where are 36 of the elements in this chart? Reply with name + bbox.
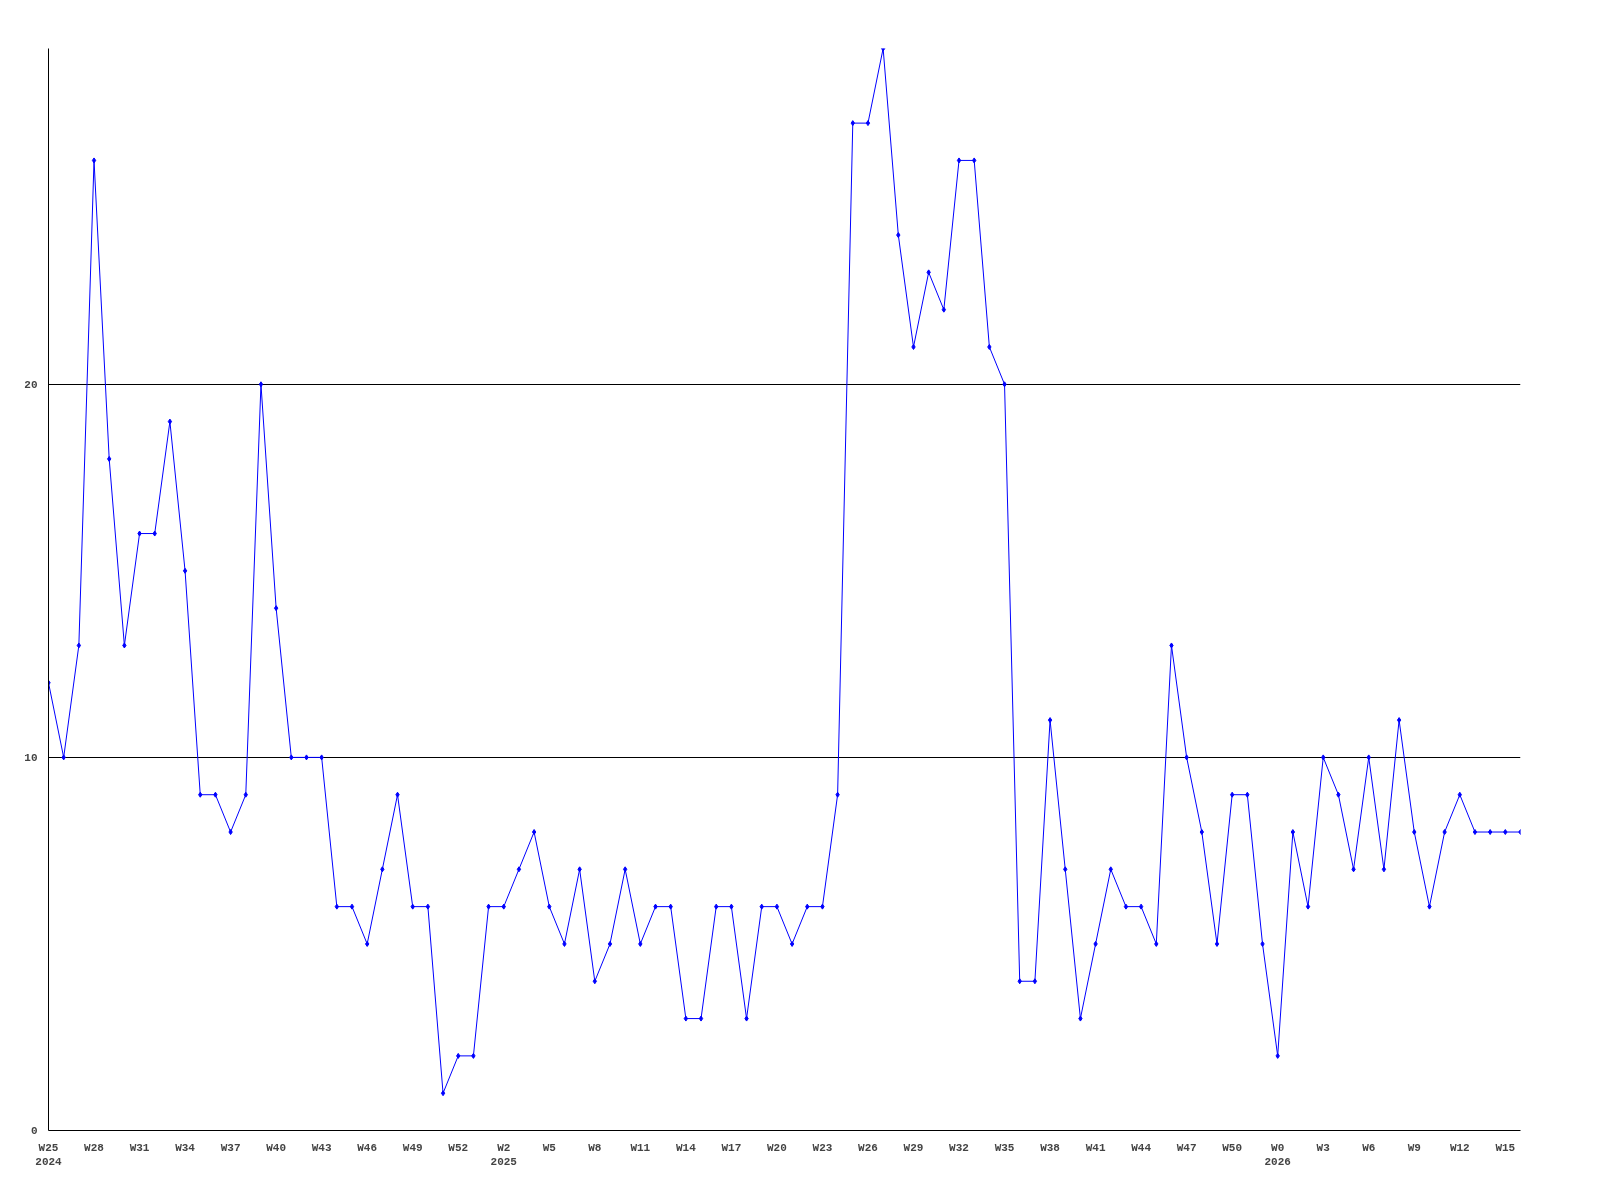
x-tick-label: W23 [812, 1141, 833, 1154]
y-tick-label: 10 [24, 751, 38, 764]
x-tick-label: W40 [266, 1141, 287, 1154]
x-tick-label: W26 [858, 1141, 878, 1154]
x-tick-label: W35 [994, 1141, 1015, 1154]
x-tick-label: W11 [630, 1141, 651, 1154]
x-tick-label: W0 2026 [1264, 1141, 1291, 1168]
x-tick-label: W38 [1040, 1141, 1061, 1154]
x-tick-label: W17 [721, 1141, 742, 1154]
x-tick-label: W9 [1407, 1141, 1421, 1154]
y-tick-label: 20 [24, 378, 38, 391]
x-tick-label: W31 [129, 1141, 150, 1154]
x-tick-label: W34 [175, 1141, 196, 1154]
x-tick-label: W14 [675, 1141, 697, 1154]
x-tick-label: W15 [1495, 1141, 1516, 1154]
x-tick-label: W43 [311, 1141, 332, 1154]
x-tick-label: W49 [402, 1141, 423, 1154]
x-tick-label: W2 2025 [490, 1141, 518, 1168]
x-tick-label: W12 [1449, 1141, 1470, 1154]
x-tick-label: W8 [588, 1141, 602, 1154]
x-tick-label: W52 [448, 1141, 469, 1154]
x-tick-label: W37 [220, 1141, 241, 1154]
x-tick-label: W28 [84, 1141, 105, 1154]
x-tick-label: W5 [542, 1141, 557, 1154]
x-tick-label: W32 [949, 1141, 969, 1154]
x-tick-label: W29 [903, 1141, 924, 1154]
x-tick-label: W3 [1316, 1141, 1331, 1154]
x-tick-label: W44 [1131, 1141, 1152, 1154]
y-tick-label: 0 [30, 1125, 38, 1137]
x-tick-label: W41 [1085, 1141, 1106, 1154]
x-tick-label: W25 2024 [35, 1141, 63, 1168]
x-tick-label: W46 [357, 1141, 378, 1154]
x-tick-label: W50 [1222, 1141, 1243, 1154]
x-tick-label: W47 [1176, 1141, 1197, 1154]
x-tick-label: W6 [1362, 1141, 1376, 1154]
x-tick-label: W20 [767, 1141, 787, 1154]
